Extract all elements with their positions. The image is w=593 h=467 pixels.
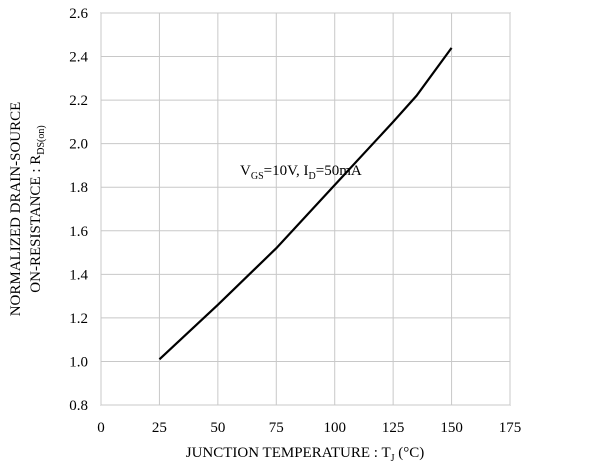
y-axis-label-part: ON-RESISTANCE : R xyxy=(28,155,44,293)
x-axis-label-part: J xyxy=(391,453,395,464)
x-axis-label: JUNCTION TEMPERATURE : TJ (°C) xyxy=(186,445,425,464)
y-axis-label: NORMALIZED DRAIN-SOURCE xyxy=(8,102,24,317)
plot-frame xyxy=(100,12,511,406)
y-tick-label: 1.0 xyxy=(69,354,88,370)
annotation: VGS=10V, ID=50mA xyxy=(240,163,362,182)
annotation-part: V xyxy=(240,163,251,179)
data-line xyxy=(158,47,453,361)
x-tick-label: 75 xyxy=(269,420,284,436)
x-tick-label: 125 xyxy=(382,420,405,436)
y-axis-label-part: DS(on) xyxy=(36,125,47,154)
y-tick-label: 1.2 xyxy=(69,311,88,327)
x-tick-label: 0 xyxy=(97,420,105,436)
y-tick-label: 2.6 xyxy=(69,6,88,22)
x-tick-label: 175 xyxy=(499,420,522,436)
annotation-part: GS xyxy=(251,171,264,182)
y-tick-label: 2.4 xyxy=(69,50,88,66)
y-tick-label: 1.4 xyxy=(69,267,88,283)
annotation-part: =50mA xyxy=(316,163,362,179)
y-tick-label: 2.2 xyxy=(69,93,88,109)
y-tick-label: 2.0 xyxy=(69,137,88,153)
y-tick-label: 1.8 xyxy=(69,180,88,196)
x-tick-label: 150 xyxy=(440,420,463,436)
y-tick-label: 0.8 xyxy=(69,398,88,414)
y-tick-label: 1.6 xyxy=(69,224,88,240)
x-tick-label: 50 xyxy=(210,420,225,436)
x-axis-label-part: (°C) xyxy=(395,445,425,461)
y-axis-label-part: NORMALIZED DRAIN-SOURCE xyxy=(8,102,24,317)
x-tick-label: 100 xyxy=(323,420,346,436)
x-axis-label-part: JUNCTION TEMPERATURE : T xyxy=(186,445,391,461)
annotation-part: =10V, I xyxy=(264,163,309,179)
annotation-part: D xyxy=(309,171,316,182)
y-axis-label: ON-RESISTANCE : RDS(on) xyxy=(28,125,47,292)
x-tick-label: 25 xyxy=(152,420,167,436)
